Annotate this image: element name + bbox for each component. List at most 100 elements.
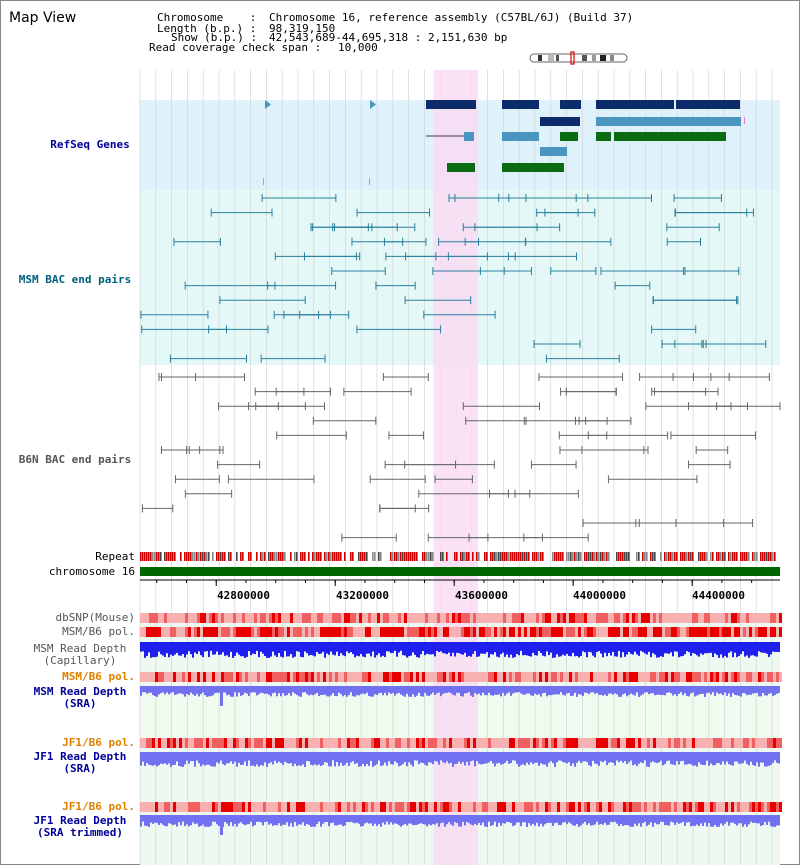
track-label-msm-bac[interactable]: MSM BAC end pairs [18, 273, 132, 286]
repeat-mark [318, 552, 320, 561]
msm-depth-sra-bar [650, 686, 652, 694]
msm-b6-pol-2-strip [734, 672, 737, 682]
refseq-gene-block [596, 100, 674, 109]
jf1-depth-trimmed-bar [434, 815, 436, 825]
jf1-depth-sra-bar [664, 752, 666, 765]
msm-depth-capillary-bar [354, 642, 356, 658]
jf1-b6-pol-strip [215, 738, 218, 748]
msm-depth-capillary-bar [424, 642, 426, 656]
jf1-b6-pol-2-strip [326, 802, 329, 812]
msm-depth-sra-bar [334, 686, 336, 696]
msm-b6-pol-2-strip [569, 672, 572, 682]
jf1-b6-pol-2-strip [176, 802, 179, 812]
dbsnp-strip [743, 613, 746, 623]
repeat-mark [208, 552, 210, 561]
jf1-b6-pol-strip [779, 738, 782, 748]
dbsnp-strip [437, 613, 440, 623]
msm-depth-capillary-bar [302, 642, 304, 658]
dbsnp-strip [602, 613, 605, 623]
jf1-depth-sra-bar [680, 752, 682, 762]
jf1-depth-sra-bar [264, 752, 266, 763]
jf1-depth-trimmed-bar [206, 815, 208, 827]
msm-depth-capillary-bar [330, 642, 332, 652]
repeat-mark [302, 552, 304, 561]
dbsnp-strip [617, 613, 620, 623]
jf1-depth-trimmed-bar [358, 815, 360, 824]
msm-b6-pol-2-strip [659, 672, 662, 682]
msm-depth-sra-bar [332, 686, 334, 694]
jf1-depth-sra-bar [322, 752, 324, 765]
msm-depth-capillary-bar [616, 642, 618, 657]
msm-b6-pol-strip [563, 627, 566, 637]
refseq-gene-block [560, 117, 580, 126]
jf1-depth-sra-bar [550, 752, 552, 762]
jf1-b6-pol-2-strip [335, 802, 338, 812]
track-label-line: (SRA trimmed) [36, 826, 124, 839]
jf1-b6-pol-2-strip [503, 802, 506, 812]
jf1-depth-sra-bar [298, 752, 300, 766]
msm-b6-pol-2-strip [746, 672, 749, 682]
jf1-b6-pol-2-strip [566, 802, 569, 812]
jf1-depth-trimmed-bar [254, 815, 256, 826]
msm-b6-pol-2-strip [755, 672, 758, 682]
jf1-b6-pol-2-strip [209, 802, 212, 812]
repeat-mark [576, 552, 578, 561]
msm-b6-pol-2-strip [677, 672, 680, 682]
jf1-b6-pol-strip [620, 738, 623, 748]
msm-depth-capillary-bar [532, 642, 534, 653]
jf1-depth-sra-bar [708, 752, 710, 766]
msm-depth-capillary-bar [558, 642, 560, 657]
msm-b6-pol-2-strip [656, 672, 659, 682]
msm-depth-capillary-bar [712, 642, 714, 658]
track-label-b6n-bac[interactable]: B6N BAC end pairs [18, 453, 132, 466]
msm-depth-capillary-bar [754, 642, 756, 657]
jf1-depth-sra-bar [420, 752, 422, 763]
msm-depth-sra-bar [296, 686, 298, 695]
repeat-mark [718, 552, 720, 561]
msm-depth-sra-bar [576, 686, 578, 697]
msm-b6-pol-2-strip [179, 672, 182, 682]
dbsnp-strip [209, 613, 212, 623]
jf1-b6-pol-strip [509, 738, 512, 748]
jf1-b6-pol-strip [461, 738, 464, 748]
msm-depth-capillary-bar [646, 642, 648, 655]
jf1-b6-pol-strip [743, 738, 746, 748]
msm-b6-pol-2-strip [260, 672, 263, 682]
repeat-mark [766, 552, 768, 561]
dbsnp-strip [545, 613, 548, 623]
msm-b6-pol-strip [197, 627, 200, 637]
jf1-b6-pol-2-strip [149, 802, 152, 812]
jf1-b6-pol-2-strip [512, 802, 515, 812]
jf1-depth-sra-bar [208, 752, 210, 765]
jf1-b6-pol-strip [140, 738, 143, 748]
msm-b6-pol-strip [539, 627, 542, 637]
jf1-depth-sra-bar [656, 752, 658, 764]
jf1-b6-pol-strip [311, 738, 314, 748]
jf1-b6-pol-2-strip [164, 802, 167, 812]
jf1-depth-sra-bar [642, 752, 644, 764]
jf1-depth-sra-bar [676, 752, 678, 762]
dbsnp-strip [242, 613, 245, 623]
jf1-depth-trimmed-bar [582, 815, 584, 824]
msm-b6-pol-2-strip [299, 672, 302, 682]
jf1-b6-pol-strip [335, 738, 338, 748]
jf1-b6-pol-2-strip [701, 802, 704, 812]
jf1-depth-trimmed-bar [276, 815, 278, 826]
msm-depth-capillary-bar [362, 642, 364, 657]
msm-b6-pol-2-strip [701, 672, 704, 682]
msm-depth-sra-bar [246, 686, 248, 694]
jf1-depth-sra-bar [472, 752, 474, 761]
repeat-mark [664, 552, 666, 561]
track-label-refseq[interactable]: RefSeq Genes [50, 138, 130, 151]
msm-b6-pol-2-strip [164, 672, 167, 682]
repeat-mark [508, 552, 510, 561]
msm-b6-pol-strip [560, 627, 563, 637]
axis-tick-label: 42800000 [217, 589, 270, 602]
dbsnp-strip [623, 613, 626, 623]
repeat-mark [592, 552, 594, 561]
msm-b6-pol-2-strip [431, 672, 434, 682]
msm-b6-pol-2-strip [305, 672, 308, 682]
msm-depth-sra-bar [438, 686, 440, 693]
jf1-b6-pol-2-strip [641, 802, 644, 812]
